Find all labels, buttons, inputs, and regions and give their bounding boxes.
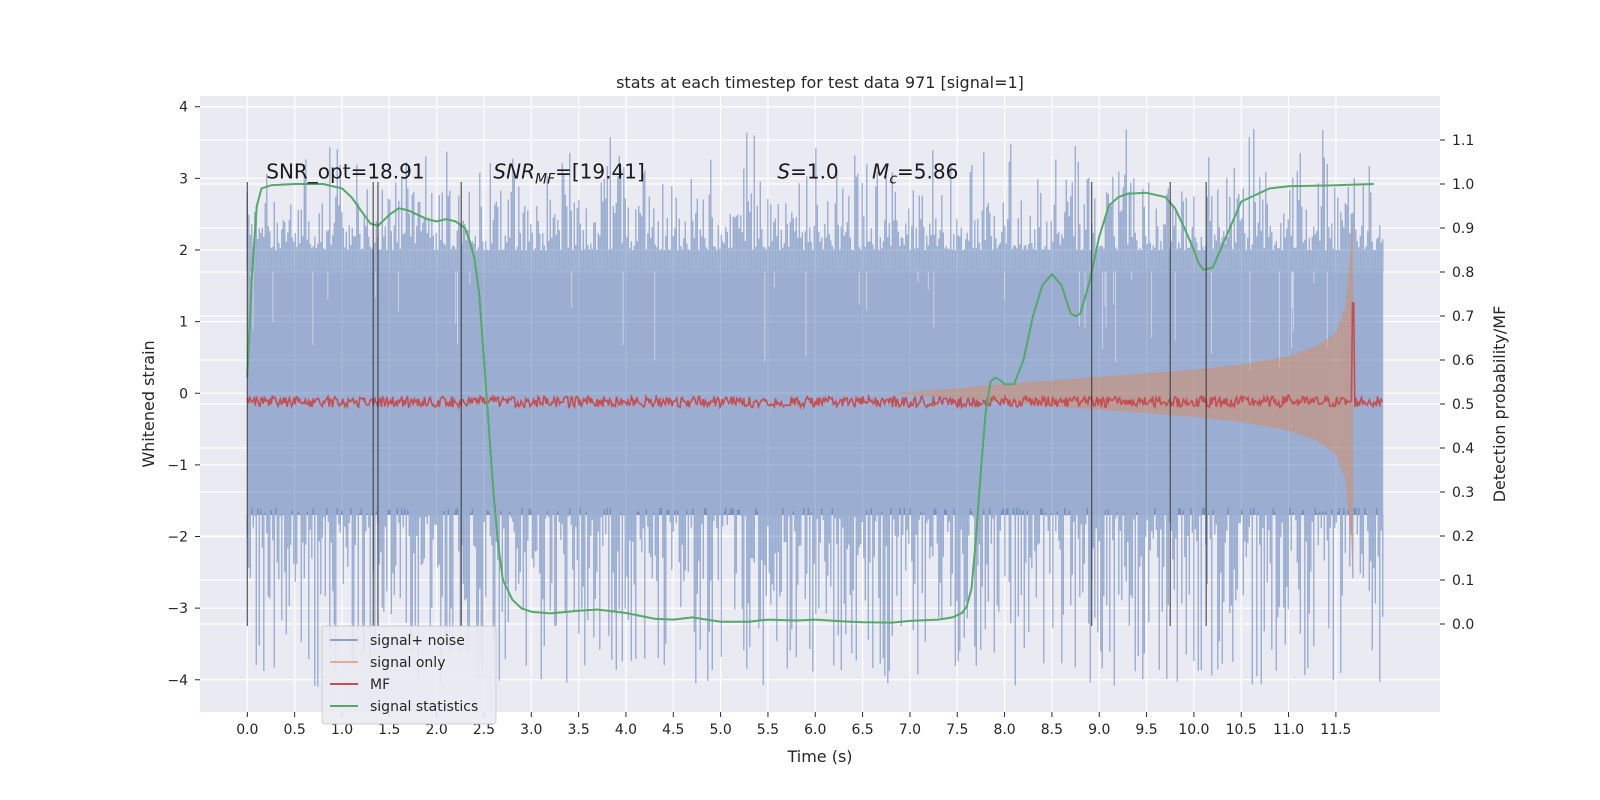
y-right-tick-label-9: 0.9 — [1452, 221, 1474, 237]
annotations: SNR_opt=18.91 SNRMF=[19.41] S=1.0 Mc=5.86 — [266, 159, 958, 187]
y-tick-label-7: 3 — [179, 171, 188, 187]
signal-only-series — [891, 214, 1353, 573]
x-tick-label-13: 6.5 — [851, 722, 873, 738]
y-tick-label-6: 2 — [179, 243, 188, 259]
x-tick-label-21: 10.5 — [1226, 722, 1257, 738]
mf-series — [246, 302, 1383, 410]
x-tick-label-17: 8.5 — [1041, 722, 1063, 738]
x-tick-label-9: 4.5 — [662, 722, 684, 738]
noise-gaps — [250, 271, 1328, 371]
y-right-tick-label-1: 0.1 — [1452, 573, 1474, 589]
x-tick-label-12: 6.0 — [804, 722, 826, 738]
legend-label-2: MF — [370, 677, 390, 693]
x-tick-label-0: 0.0 — [236, 722, 258, 738]
noise-core-band — [247, 271, 1384, 516]
annotation-3-part-0: M — [872, 159, 889, 183]
y-right-axis-ticks: 0.0 0.1 0.2 0.3 0.4 0.5 0.6 0.7 0.8 0.9 1.0 1.1 — [1440, 133, 1474, 633]
y-tick-label-8: 4 — [179, 100, 188, 116]
x-tick-label-14: 7.0 — [899, 722, 921, 738]
y-right-tick-label-0: 0.0 — [1452, 617, 1474, 633]
x-tick-label-18: 9.0 — [1088, 722, 1110, 738]
annotation-1: SNRMF=[19.41] — [493, 159, 644, 187]
annotation-1-part-1: MF — [535, 171, 556, 187]
x-tick-label-7: 3.5 — [567, 722, 589, 738]
y-tick-label-1: −3 — [167, 601, 188, 617]
y-right-tick-label-4: 0.4 — [1452, 441, 1474, 457]
signal-noise-series — [246, 129, 1384, 687]
mf-line — [246, 302, 1383, 410]
x-tick-label-20: 10.0 — [1178, 722, 1209, 738]
legend-label-1: signal only — [370, 655, 445, 671]
annotation-3-part-1: c — [889, 171, 897, 187]
y-tick-label-3: −1 — [167, 458, 188, 474]
legend-label-0: signal+ noise — [370, 633, 465, 649]
x-tick-label-16: 8.0 — [993, 722, 1015, 738]
legend-label-3: signal statistics — [370, 699, 478, 715]
signal-statistics-series — [246, 183, 1374, 624]
y-right-tick-label-10: 1.0 — [1452, 177, 1474, 193]
x-tick-label-15: 7.5 — [946, 722, 968, 738]
y-right-tick-label-5: 0.5 — [1452, 397, 1474, 413]
legend: signal+ noise signal only MF signal statist… — [321, 625, 497, 725]
x-tick-label-1: 0.5 — [284, 722, 306, 738]
x-tick-label-19: 9.5 — [1135, 722, 1157, 738]
annotation-3: Mc=5.86 — [872, 159, 958, 187]
y-tick-label-4: 0 — [179, 386, 188, 402]
x-tick-label-11: 5.5 — [757, 722, 779, 738]
annotation-0: SNR_opt=18.91 — [266, 159, 424, 183]
y-right-tick-label-8: 0.8 — [1452, 265, 1474, 281]
x-tick-label-8: 4.0 — [615, 722, 637, 738]
legend-box — [321, 625, 497, 725]
annotation-2: S=1.0 — [777, 159, 838, 183]
x-tick-label-6: 3.0 — [520, 722, 542, 738]
x-axis-ticks: 0.0 0.5 1.0 1.5 2.0 2.5 3.0 3.5 4.0 4.5 5.0 5.5 6.0 6… — [236, 712, 1351, 738]
y-tick-label-2: −2 — [167, 530, 188, 546]
x-tick-label-3: 1.5 — [378, 722, 400, 738]
y-axis-ticks: −4 −3 −2 −1 0 1 2 3 4 — [167, 100, 200, 689]
y-right-axis-label: Detection probability/MF — [1490, 306, 1509, 503]
annotation-2-part-0: S — [777, 159, 790, 183]
y-right-tick-label-11: 1.1 — [1452, 133, 1474, 149]
x-tick-label-10: 5.0 — [709, 722, 731, 738]
x-tick-label-2: 1.0 — [331, 722, 353, 738]
y-right-tick-label-3: 0.3 — [1452, 485, 1474, 501]
x-axis-label: Time (s) — [786, 747, 852, 766]
chirp-envelope — [891, 214, 1353, 573]
annotation-3-part-2: =5.86 — [897, 159, 958, 183]
annotation-1-part-0: SNR — [493, 159, 535, 183]
annotation-1-part-2: =[19.41] — [555, 159, 645, 183]
y-axis-label: Whitened strain — [139, 340, 158, 467]
y-right-tick-label-2: 0.2 — [1452, 529, 1474, 545]
x-tick-label-22: 11.0 — [1273, 722, 1304, 738]
annotation-0-part-0: SNR_opt=18.91 — [266, 159, 424, 183]
y-right-tick-label-7: 0.7 — [1452, 309, 1474, 325]
x-tick-label-4: 2.0 — [426, 722, 448, 738]
y-right-tick-label-6: 0.6 — [1452, 353, 1474, 369]
signal-statistics-line — [246, 183, 1374, 624]
vertical-markers — [246, 181, 1207, 627]
annotation-2-part-1: =1.0 — [790, 159, 839, 183]
x-tick-label-5: 2.5 — [473, 722, 495, 738]
chart-title: stats at each timestep for test data 971… — [616, 73, 1024, 92]
x-tick-label-23: 11.5 — [1320, 722, 1351, 738]
y-tick-label-5: 1 — [179, 315, 188, 331]
y-tick-label-0: −4 — [167, 673, 188, 689]
